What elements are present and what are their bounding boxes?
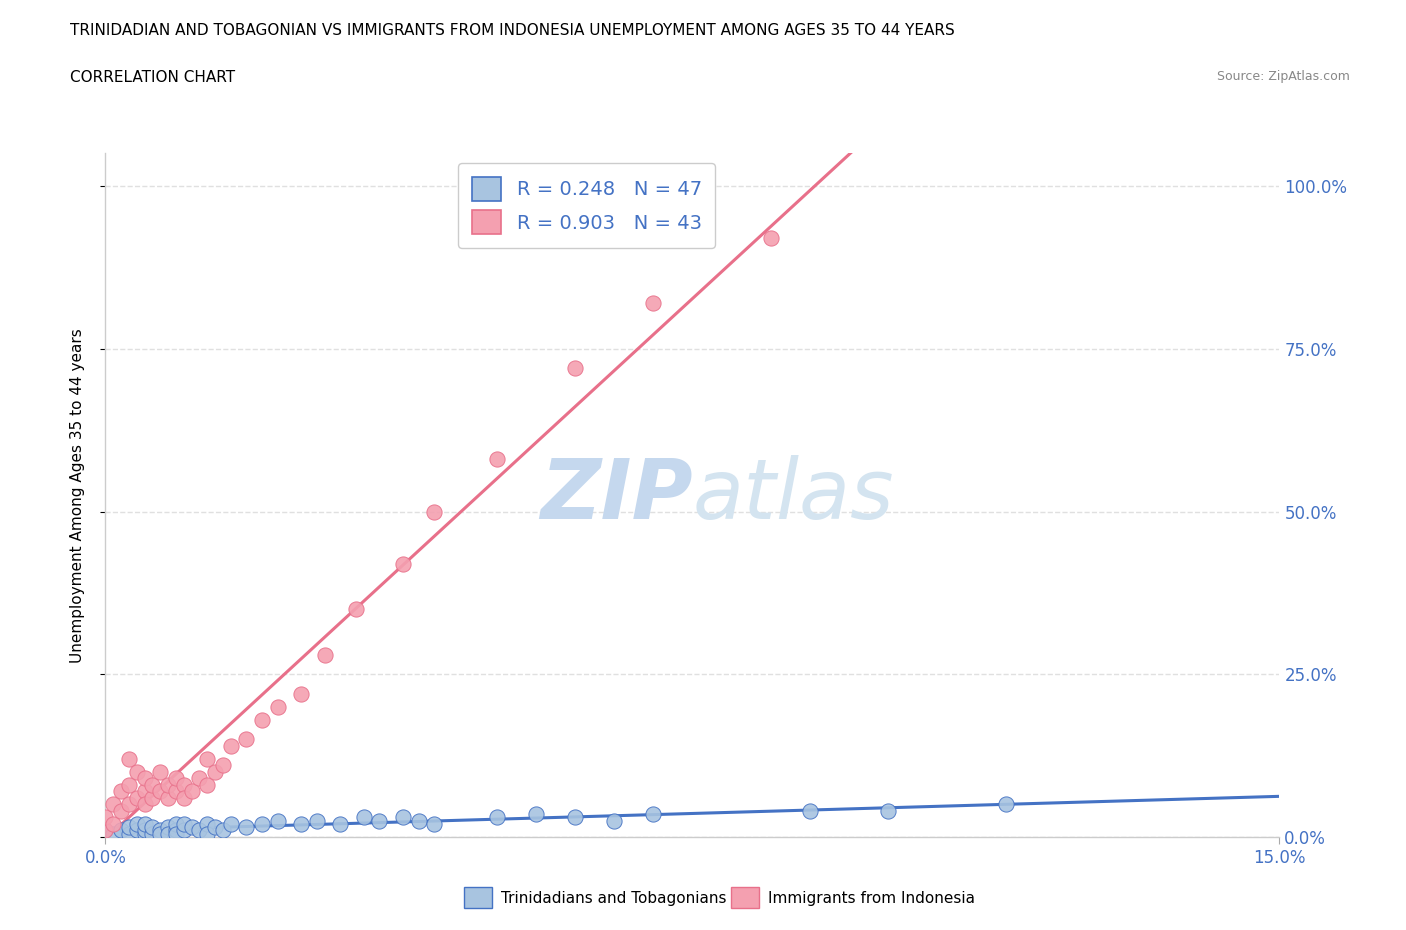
- Point: [125, 790, 148, 805]
- Point: [118, 827, 141, 842]
- Point: [408, 813, 430, 829]
- Point: [344, 602, 367, 617]
- Point: [165, 817, 187, 831]
- Point: [165, 823, 187, 838]
- Point: [110, 784, 132, 799]
- Point: [250, 817, 273, 831]
- Text: atlas: atlas: [692, 455, 894, 536]
- Point: [423, 817, 446, 831]
- Point: [643, 807, 665, 822]
- Point: [103, 797, 125, 812]
- Point: [204, 764, 226, 779]
- Point: [149, 784, 172, 799]
- Point: [149, 764, 172, 779]
- Text: Source: ZipAtlas.com: Source: ZipAtlas.com: [1216, 70, 1350, 83]
- Point: [173, 817, 195, 831]
- Point: [141, 820, 163, 835]
- Point: [877, 804, 900, 818]
- Point: [173, 790, 195, 805]
- Point: [195, 817, 218, 831]
- Point: [173, 823, 195, 838]
- Text: Immigrants from Indonesia: Immigrants from Indonesia: [768, 891, 974, 906]
- Point: [141, 790, 163, 805]
- Point: [235, 820, 257, 835]
- Text: TRINIDADIAN AND TOBAGONIAN VS IMMIGRANTS FROM INDONESIA UNEMPLOYMENT AMONG AGES : TRINIDADIAN AND TOBAGONIAN VS IMMIGRANTS…: [70, 23, 955, 38]
- Point: [134, 827, 156, 842]
- Point: [392, 556, 415, 571]
- Point: [134, 784, 156, 799]
- Point: [759, 231, 782, 246]
- Point: [799, 804, 821, 818]
- Point: [118, 820, 141, 835]
- Point: [157, 790, 180, 805]
- Text: CORRELATION CHART: CORRELATION CHART: [70, 70, 235, 85]
- Point: [134, 797, 156, 812]
- Point: [994, 797, 1017, 812]
- Point: [94, 810, 117, 825]
- Point: [149, 827, 172, 842]
- Point: [157, 820, 180, 835]
- Point: [118, 751, 141, 766]
- Point: [266, 813, 288, 829]
- Point: [329, 817, 352, 831]
- Point: [134, 771, 156, 786]
- Point: [290, 817, 312, 831]
- Point: [195, 827, 218, 842]
- Point: [353, 810, 375, 825]
- Text: ZIP: ZIP: [540, 455, 692, 536]
- Point: [305, 813, 328, 829]
- Point: [125, 823, 148, 838]
- Point: [94, 823, 117, 838]
- Point: [188, 823, 211, 838]
- Point: [157, 827, 180, 842]
- Point: [149, 823, 172, 838]
- Point: [103, 817, 125, 831]
- Point: [423, 504, 446, 519]
- Point: [524, 807, 547, 822]
- Point: [165, 771, 187, 786]
- Point: [195, 777, 218, 792]
- Point: [157, 777, 180, 792]
- Point: [219, 738, 242, 753]
- Point: [110, 823, 132, 838]
- Point: [368, 813, 391, 829]
- Point: [125, 764, 148, 779]
- Point: [134, 823, 156, 838]
- Point: [188, 771, 211, 786]
- Point: [250, 712, 273, 727]
- Point: [173, 777, 195, 792]
- Point: [118, 797, 141, 812]
- Point: [165, 784, 187, 799]
- Point: [219, 817, 242, 831]
- Point: [110, 804, 132, 818]
- Point: [180, 820, 202, 835]
- Text: Trinidadians and Tobagonians: Trinidadians and Tobagonians: [501, 891, 725, 906]
- Point: [204, 820, 226, 835]
- Point: [141, 777, 163, 792]
- Point: [564, 361, 586, 376]
- Point: [103, 827, 125, 842]
- Point: [211, 823, 233, 838]
- Point: [266, 699, 288, 714]
- Point: [564, 810, 586, 825]
- Y-axis label: Unemployment Among Ages 35 to 44 years: Unemployment Among Ages 35 to 44 years: [70, 328, 84, 662]
- Point: [603, 813, 626, 829]
- Point: [392, 810, 415, 825]
- Point: [125, 817, 148, 831]
- Point: [643, 296, 665, 311]
- Point: [118, 777, 141, 792]
- Point: [134, 817, 156, 831]
- Point: [195, 751, 218, 766]
- Legend: R = 0.248   N = 47, R = 0.903   N = 43: R = 0.248 N = 47, R = 0.903 N = 43: [458, 163, 716, 247]
- Point: [141, 827, 163, 842]
- Point: [180, 784, 202, 799]
- Point: [165, 827, 187, 842]
- Point: [485, 810, 508, 825]
- Point: [290, 686, 312, 701]
- Point: [485, 452, 508, 467]
- Point: [314, 647, 336, 662]
- Point: [94, 823, 117, 838]
- Point: [235, 732, 257, 747]
- Point: [211, 758, 233, 773]
